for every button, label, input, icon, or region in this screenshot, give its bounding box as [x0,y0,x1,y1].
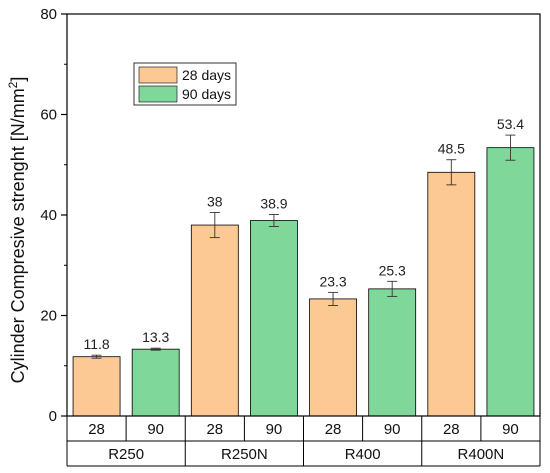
data-label-r400n-28: 48.5 [438,141,465,157]
data-label-r250n-28: 38 [207,193,223,209]
error-bar-r400-90 [387,280,398,297]
bars-layer [72,147,535,417]
sub-label-28: 28 [88,421,105,438]
legend-swatch-28-days [138,66,178,84]
sub-label-28: 28 [206,421,223,438]
legend-label-90-days: 90 days [182,86,231,102]
legend-label-28-days: 28 days [182,67,231,83]
error-bar-r250-28 [91,354,102,359]
bar-r400-28 [309,298,357,417]
error-bar-r250n-90 [268,214,279,228]
y-tick-label: 40 [40,207,57,224]
y-axis-title-main: Cylinder Compresive strenght [N/mm [8,88,28,383]
group-label-r250n: R250N [221,446,268,463]
sub-label-28: 28 [443,421,460,438]
error-bar-r400n-90 [505,134,516,161]
legend: 28 days 90 days [133,62,237,106]
error-bar-r250-90 [150,347,161,351]
sub-label-90: 90 [502,421,519,438]
data-label-r400-90: 25.3 [379,262,406,278]
data-label-r400n-90: 53.4 [497,116,524,132]
y-axis-title-end: ] [8,77,28,82]
data-label-r250-90: 13.3 [142,329,169,345]
bar-r250n-90 [250,220,298,417]
error-bars-layer [91,134,516,359]
error-bar-r400n-28 [446,159,457,186]
data-label-r250n-90: 38.9 [260,195,287,211]
y-axis-title: Cylinder Compresive strenght [N/mm2] [6,77,28,384]
data-label-r400-28: 23.3 [319,273,346,289]
group-label-r400: R400 [345,446,381,463]
sub-label-90: 90 [147,421,164,438]
y-tick-label: 20 [40,308,57,325]
y-tick-label: 80 [40,6,57,23]
bar-r250-90 [131,348,180,417]
bar-r400-90 [368,288,417,417]
group-label-r400n: R400N [458,446,505,463]
sub-label-90: 90 [384,421,401,438]
bar-r400n-28 [427,171,476,417]
legend-swatch-90-days [138,85,178,103]
bar-r400n-90 [486,147,535,417]
y-tick-label: 60 [40,107,57,124]
category-table [66,416,541,467]
group-label-r250: R250 [108,446,144,463]
bar-r250-28 [72,356,121,417]
data-labels-layer: 11.8 13.3 38 38.9 23.3 25.3 48.5 53.4 [83,116,524,352]
data-label-r250-28: 11.8 [83,336,109,352]
bar-r250n-28 [190,224,239,417]
y-tick-label: 0 [49,408,57,425]
sub-label-28: 28 [325,421,342,438]
sub-label-90: 90 [266,421,283,438]
y-axis-title-sup: 2 [6,81,20,88]
error-bar-r400-28 [328,291,339,306]
y-axis: 0 20 40 60 80 [40,6,67,425]
error-bar-r250n-28 [209,212,220,239]
